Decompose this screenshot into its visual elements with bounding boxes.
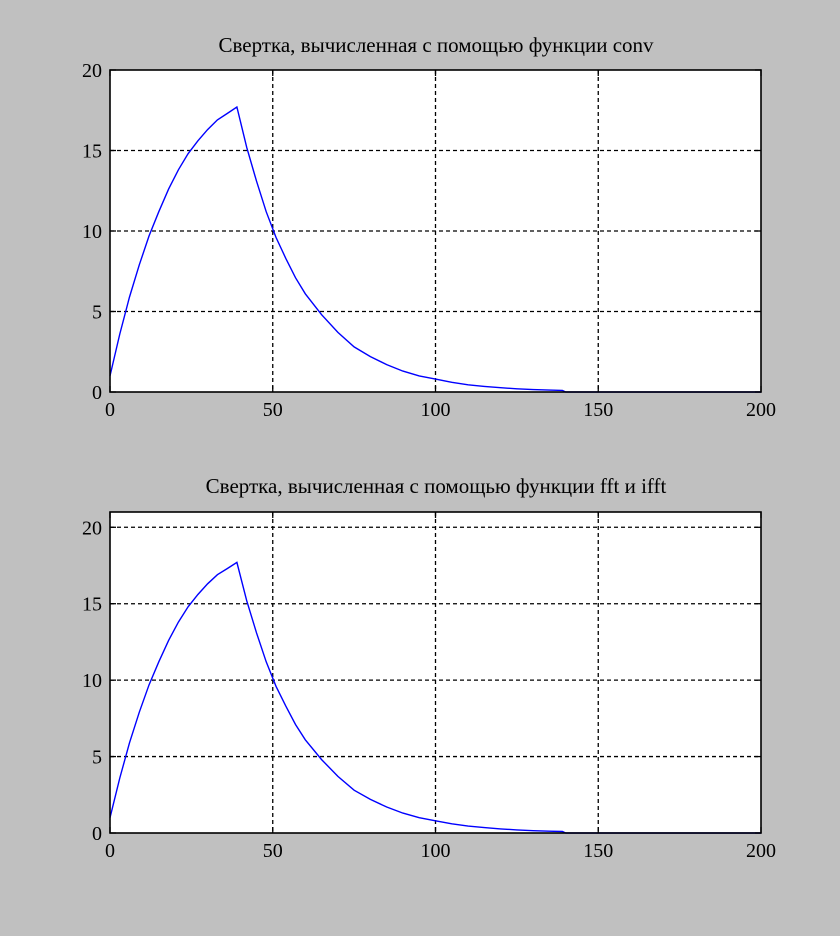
y-tick-label: 10 xyxy=(82,670,102,692)
x-tick-label: 100 xyxy=(421,399,451,421)
subplot-title: Свертка, вычисленная с помощью функции c… xyxy=(218,33,654,57)
x-tick-label: 0 xyxy=(105,840,115,862)
x-tick-label: 150 xyxy=(583,840,613,862)
axes-background xyxy=(110,512,761,833)
series-line xyxy=(109,105,761,393)
y-tick-label: 15 xyxy=(82,594,102,616)
subplot-fft: Свертка, вычисленная с помощью функции f… xyxy=(82,474,776,862)
subplot-conv: Свертка, вычисленная с помощью функции c… xyxy=(82,33,776,421)
subplot-title: Свертка, вычисленная с помощью функции f… xyxy=(206,474,667,498)
x-tick-label: 0 xyxy=(105,399,115,421)
y-tick-label: 15 xyxy=(82,141,102,163)
y-tick-label: 10 xyxy=(82,221,102,243)
y-tick-label: 0 xyxy=(92,823,102,845)
y-tick-label: 5 xyxy=(92,747,102,769)
x-tick-label: 150 xyxy=(583,399,613,421)
y-tick-label: 0 xyxy=(92,382,102,404)
x-tick-label: 100 xyxy=(421,840,451,862)
x-tick-label: 50 xyxy=(263,399,283,421)
x-tick-label: 200 xyxy=(746,840,776,862)
y-tick-label: 20 xyxy=(82,517,102,539)
x-tick-label: 50 xyxy=(263,840,283,862)
y-tick-label: 20 xyxy=(82,60,102,82)
y-tick-label: 5 xyxy=(92,302,102,324)
series-line xyxy=(109,561,761,834)
x-tick-label: 200 xyxy=(746,399,776,421)
